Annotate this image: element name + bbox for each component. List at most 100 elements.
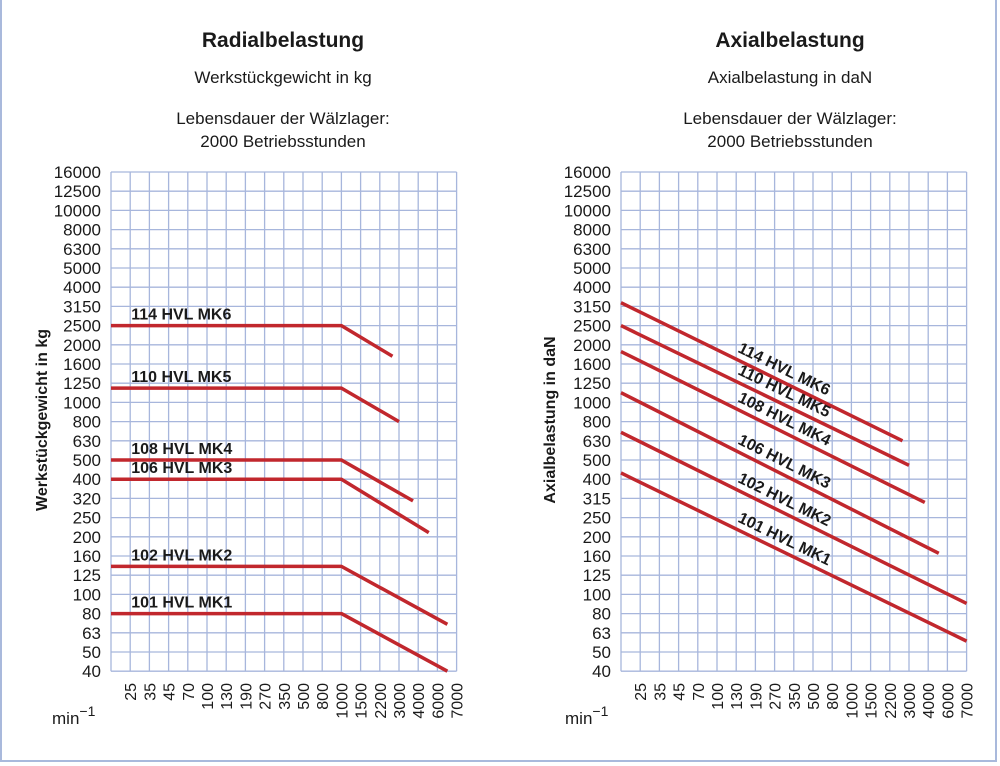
y-tick-label: 1000 <box>573 393 611 412</box>
series-label: 108 HVL MK4 <box>131 441 232 458</box>
x-tick-label: 130 <box>219 683 236 710</box>
x-tick-label: 6000 <box>430 683 447 719</box>
y-axis-title: Axialbelastung in daN <box>542 336 559 503</box>
right-chart-note-1: Lebensdauer der Wälzlager: <box>683 109 897 128</box>
x-tick-label: 270 <box>258 683 275 710</box>
series-line-101-hvl-mk1 <box>620 471 968 643</box>
x-tick-label: 130 <box>729 683 746 710</box>
y-tick-label: 6300 <box>573 240 611 259</box>
y-tick-label: 8000 <box>63 221 101 240</box>
y-tick-label: 63 <box>82 624 101 643</box>
right-chart-title: Axialbelastung <box>715 29 865 52</box>
series-line-106-hvl-mk3 <box>620 391 940 555</box>
x-tick-label: 350 <box>787 683 804 710</box>
y-tick-label: 250 <box>583 509 611 528</box>
y-tick-label: 1250 <box>63 374 101 393</box>
series-label: 102 HVL MK2 <box>131 547 232 564</box>
y-tick-label: 800 <box>73 413 101 432</box>
y-tick-label: 50 <box>82 643 101 662</box>
y-axis-title: Werkstückgewicht in kg <box>34 329 51 511</box>
right-chart-note-2: 2000 Betriebsstunden <box>707 132 873 151</box>
series-line-114-hvl-mk6 <box>111 323 394 358</box>
y-tick-label: 400 <box>73 470 101 489</box>
y-tick-label: 1000 <box>63 393 101 412</box>
y-tick-label: 1600 <box>573 355 611 374</box>
y-tick-label: 1600 <box>63 355 101 374</box>
left-chart-subtitle: Werkstückgewicht in kg <box>194 68 372 87</box>
series-line-102-hvl-mk2 <box>620 430 968 606</box>
series-line-108-hvl-mk4 <box>620 349 926 505</box>
y-tick-label: 3150 <box>63 297 101 316</box>
x-tick-label: 45 <box>672 683 689 701</box>
y-tick-label: 50 <box>592 643 611 662</box>
series-line-110-hvl-mk5 <box>620 324 910 467</box>
series-line-114-hvl-mk6 <box>620 301 904 443</box>
x-tick-label: 4000 <box>411 683 428 719</box>
x-tick-label: 500 <box>806 683 823 710</box>
x-tick-label: 3000 <box>902 683 919 719</box>
y-tick-label: 4000 <box>573 278 611 297</box>
y-tick-label: 12500 <box>564 182 611 201</box>
x-tick-label: 35 <box>652 683 669 701</box>
y-tick-label: 5000 <box>573 259 611 278</box>
x-tick-label: 1500 <box>354 683 371 719</box>
x-tick-label: 4000 <box>921 683 938 719</box>
x-tick-label: 800 <box>315 683 332 710</box>
y-tick-label: 100 <box>583 585 611 604</box>
y-tick-label: 8000 <box>573 221 611 240</box>
y-tick-label: 400 <box>583 470 611 489</box>
x-axis-unit-base: min <box>52 709 79 728</box>
series-line-102-hvl-mk2 <box>111 564 449 626</box>
x-tick-label: 35 <box>142 683 159 701</box>
x-tick-label: 7000 <box>960 683 977 719</box>
series-label: 101 HVL MK1 <box>131 595 232 612</box>
x-axis-unit-base: min <box>565 709 592 728</box>
y-tick-label: 3150 <box>573 297 611 316</box>
x-tick-label: 270 <box>768 683 785 710</box>
y-tick-label: 100 <box>73 585 101 604</box>
x-axis-unit-exponent: −1 <box>79 703 95 719</box>
y-tick-label: 10000 <box>564 201 611 220</box>
y-tick-label: 40 <box>82 662 101 681</box>
y-tick-label: 200 <box>73 528 101 547</box>
series-line-108-hvl-mk4 <box>111 458 414 503</box>
series-label: 106 HVL MK3 <box>131 460 232 477</box>
y-tick-label: 2500 <box>63 317 101 336</box>
y-tick-label: 2500 <box>573 317 611 336</box>
y-tick-label: 125 <box>73 566 101 585</box>
y-tick-label: 4000 <box>63 278 101 297</box>
series-line-106-hvl-mk3 <box>111 477 430 535</box>
x-tick-label: 190 <box>748 683 765 710</box>
y-tick-label: 500 <box>583 451 611 470</box>
y-tick-label: 500 <box>73 451 101 470</box>
y-tick-label: 63 <box>592 624 611 643</box>
x-tick-label: 3000 <box>392 683 409 719</box>
x-tick-label: 190 <box>238 683 255 710</box>
y-tick-label: 160 <box>583 547 611 566</box>
y-tick-label: 2000 <box>63 336 101 355</box>
series-label: 110 HVL MK5 <box>131 369 231 386</box>
series-line-110-hvl-mk5 <box>111 386 400 424</box>
x-tick-label: 25 <box>123 683 140 701</box>
right-chart-subtitle: Axialbelastung in daN <box>707 68 873 87</box>
x-axis-unit-exponent: −1 <box>592 703 608 719</box>
x-tick-label: 70 <box>181 683 198 701</box>
x-tick-label: 1000 <box>844 683 861 719</box>
x-tick-label: 500 <box>296 683 313 710</box>
x-tick-label: 2200 <box>373 683 390 719</box>
x-axis-unit: min−1 <box>565 703 609 728</box>
y-tick-label: 315 <box>583 489 611 508</box>
y-tick-label: 2000 <box>573 336 611 355</box>
x-tick-label: 2200 <box>883 683 900 719</box>
x-tick-label: 350 <box>277 683 294 710</box>
y-tick-label: 5000 <box>63 259 101 278</box>
series-line-101-hvl-mk1 <box>111 611 449 673</box>
x-tick-label: 800 <box>825 683 842 710</box>
y-tick-label: 12500 <box>54 182 101 201</box>
y-tick-label: 6300 <box>63 240 101 259</box>
x-tick-label: 1500 <box>864 683 881 719</box>
